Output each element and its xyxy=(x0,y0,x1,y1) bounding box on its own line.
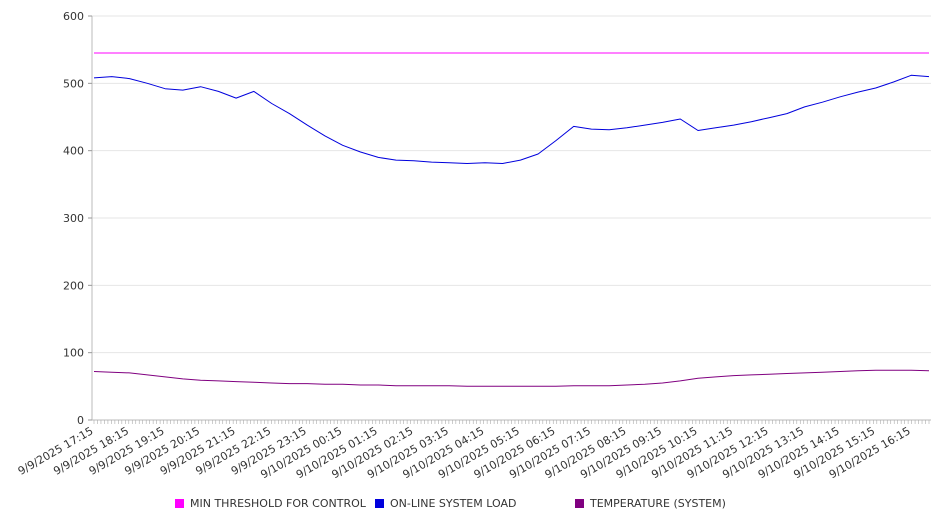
legend: MIN THRESHOLD FOR CONTROL ON-LINE SYSTEM… xyxy=(0,497,946,515)
y-tick-label: 100 xyxy=(63,347,84,360)
legend-item-system-load: ON-LINE SYSTEM LOAD xyxy=(375,497,516,510)
legend-item-min-threshold: MIN THRESHOLD FOR CONTROL xyxy=(175,497,366,510)
series-lines xyxy=(93,52,930,387)
gridlines xyxy=(92,15,931,421)
series-line-temperature xyxy=(93,369,930,387)
legend-label: TEMPERATURE (SYSTEM) xyxy=(590,497,726,510)
legend-swatch-icon xyxy=(375,499,384,508)
legend-swatch-icon xyxy=(175,499,184,508)
y-tick-label: 300 xyxy=(63,212,84,225)
series-line-system-load xyxy=(93,74,930,164)
legend-label: ON-LINE SYSTEM LOAD xyxy=(390,497,517,510)
y-tick-label: 0 xyxy=(77,414,84,427)
y-tick-label: 500 xyxy=(63,77,84,90)
y-tick-label: 600 xyxy=(63,10,84,23)
legend-label: MIN THRESHOLD FOR CONTROL xyxy=(190,497,366,510)
x-axis-ticks: 9/9/2025 17:159/9/2025 18:159/9/2025 19:… xyxy=(16,420,930,481)
y-tick-label: 200 xyxy=(63,279,84,292)
legend-swatch-icon xyxy=(575,499,584,508)
y-axis-ticks: 0 100 200 300 400 500 600 xyxy=(63,10,92,427)
y-tick-label: 400 xyxy=(63,145,84,158)
legend-item-temperature: TEMPERATURE (SYSTEM) xyxy=(575,497,726,510)
